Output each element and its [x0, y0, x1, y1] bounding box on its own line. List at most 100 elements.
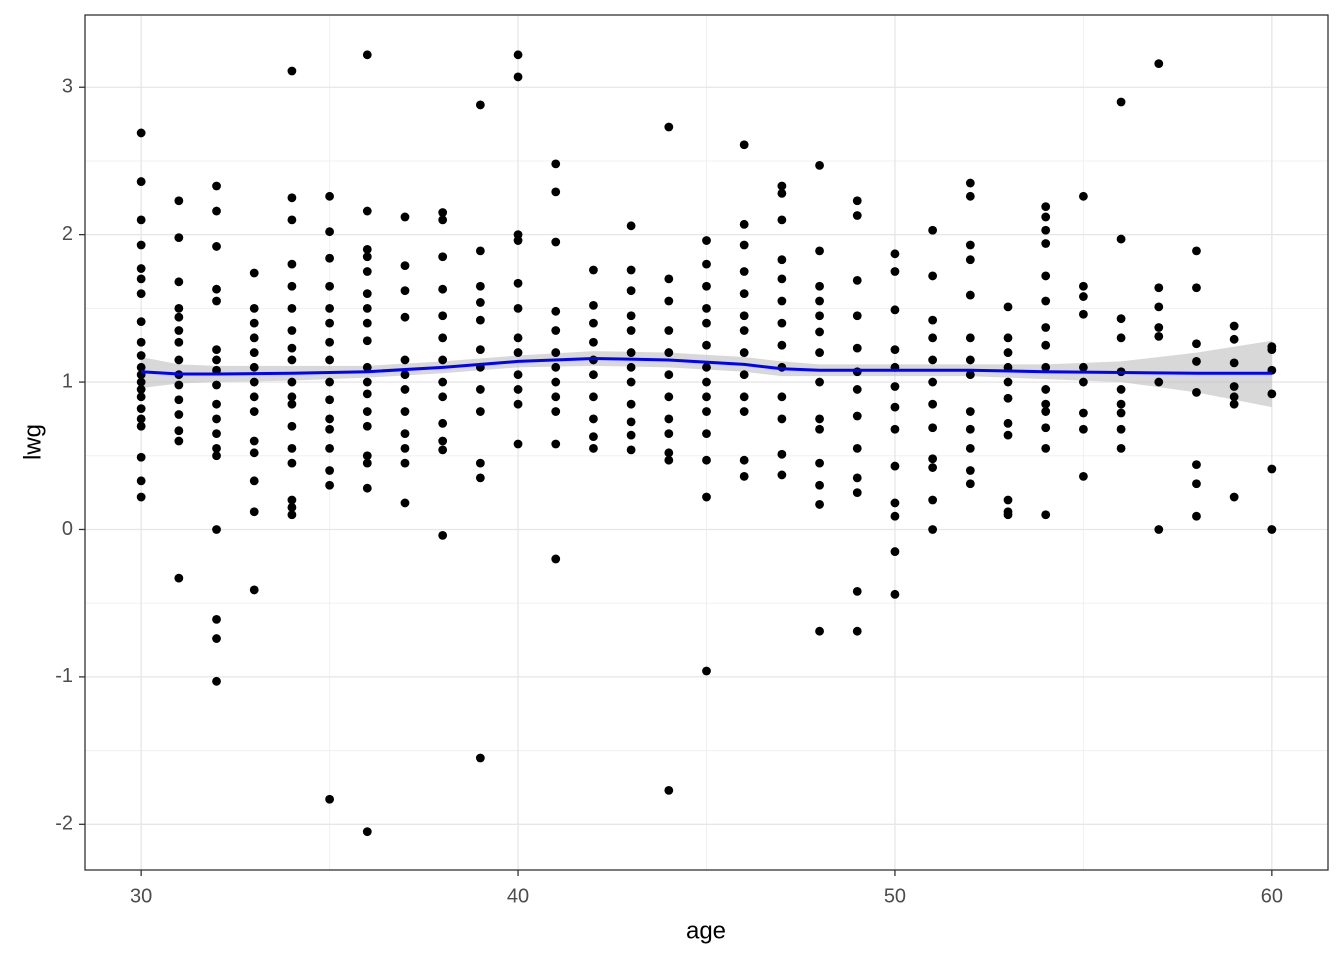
point	[1041, 443, 1051, 453]
point	[739, 311, 749, 321]
point	[136, 414, 146, 424]
point	[1229, 399, 1239, 409]
point	[739, 240, 749, 250]
point	[1003, 377, 1013, 387]
point	[362, 458, 372, 468]
point	[212, 181, 221, 191]
point	[1003, 418, 1013, 428]
point	[1267, 389, 1277, 399]
point	[325, 191, 335, 201]
point	[212, 284, 221, 294]
point	[890, 249, 900, 259]
point	[589, 414, 598, 424]
point	[136, 404, 146, 413]
point	[1041, 225, 1051, 235]
point	[965, 370, 975, 380]
point	[928, 225, 938, 235]
point	[136, 377, 146, 387]
point	[626, 377, 636, 387]
point	[1229, 334, 1239, 344]
point	[249, 392, 259, 402]
point	[852, 343, 862, 353]
point	[551, 348, 561, 357]
point	[815, 626, 824, 636]
point	[815, 296, 824, 306]
point	[513, 303, 523, 313]
point	[475, 385, 485, 394]
y-tick-label: 0	[62, 518, 73, 540]
point	[212, 399, 221, 409]
point	[400, 212, 410, 222]
point	[513, 333, 523, 343]
point	[212, 345, 221, 355]
point	[702, 407, 711, 416]
point	[702, 492, 711, 502]
point	[136, 177, 146, 186]
point	[928, 333, 938, 343]
point	[1192, 283, 1201, 293]
point	[626, 286, 636, 296]
point	[438, 311, 448, 321]
point	[739, 140, 749, 150]
point	[1003, 495, 1013, 505]
point	[362, 206, 372, 216]
point	[362, 244, 372, 254]
point	[890, 461, 900, 471]
point	[1192, 246, 1201, 256]
point	[400, 370, 410, 380]
point	[136, 476, 146, 486]
point	[702, 455, 711, 465]
point	[136, 264, 146, 273]
point	[1229, 492, 1239, 502]
point	[551, 392, 561, 402]
point	[626, 311, 636, 321]
point	[136, 421, 146, 431]
point	[212, 429, 221, 439]
point	[815, 500, 824, 509]
point	[1003, 510, 1013, 520]
point	[815, 281, 824, 291]
point	[1041, 323, 1051, 332]
point	[777, 340, 787, 350]
point	[928, 377, 938, 387]
point	[777, 449, 787, 459]
point	[287, 458, 297, 468]
point	[965, 443, 975, 453]
point	[1229, 358, 1239, 368]
point	[136, 362, 146, 372]
x-axis-title: age	[686, 917, 726, 944]
point	[551, 159, 561, 169]
point	[664, 392, 674, 402]
point	[174, 380, 184, 390]
point	[136, 317, 146, 327]
point	[928, 463, 938, 472]
point	[1154, 283, 1164, 293]
point	[400, 312, 410, 322]
point	[362, 50, 372, 60]
point	[852, 275, 862, 285]
point	[551, 306, 561, 316]
point	[136, 215, 146, 225]
point	[664, 429, 674, 439]
point	[928, 525, 938, 534]
point	[1154, 302, 1164, 312]
point	[287, 343, 297, 353]
point	[513, 399, 523, 409]
point	[287, 66, 297, 76]
point	[890, 267, 900, 276]
point	[852, 586, 862, 596]
point	[890, 424, 900, 434]
point	[589, 432, 598, 442]
grid	[85, 15, 1328, 870]
point	[174, 303, 184, 313]
point	[136, 274, 146, 284]
point	[174, 337, 184, 347]
point	[174, 233, 184, 242]
point	[739, 267, 749, 276]
point	[1078, 472, 1088, 481]
point	[1078, 281, 1088, 291]
point	[965, 479, 975, 489]
point	[702, 303, 711, 313]
point	[890, 547, 900, 556]
